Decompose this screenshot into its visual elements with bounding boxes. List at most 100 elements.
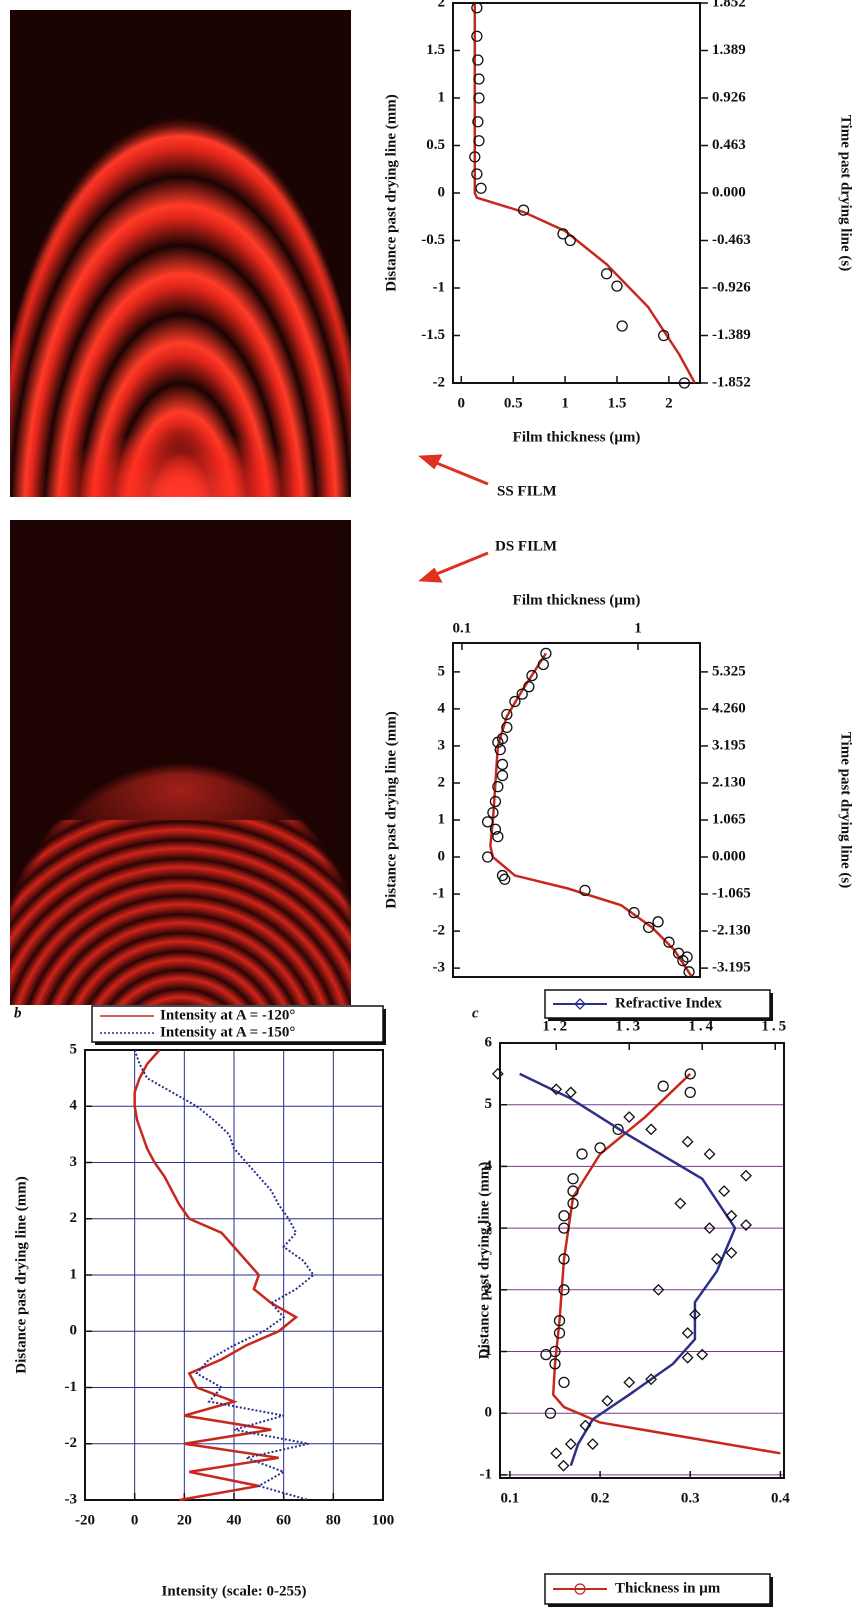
marker	[492, 831, 504, 843]
marker	[492, 736, 504, 748]
y-tick-label: 1	[438, 89, 446, 105]
marker	[740, 1169, 752, 1182]
annotation: DS FILM	[495, 538, 557, 554]
y-tick-label: 2	[70, 1210, 78, 1226]
x-tick-label: 0.3	[681, 1490, 700, 1506]
data-line	[473, 3, 696, 384]
marker	[579, 1419, 592, 1432]
marker	[579, 884, 591, 897]
y-tick-label: -2	[65, 1435, 78, 1451]
y2-tick-label: -1.852	[712, 374, 751, 390]
marker	[681, 1327, 694, 1339]
marker	[537, 658, 549, 671]
marker	[657, 1080, 669, 1092]
marker	[553, 1327, 566, 1339]
marker	[658, 329, 670, 342]
marker	[645, 1123, 658, 1136]
y-tick-label: 4	[70, 1098, 78, 1114]
marker	[472, 116, 484, 128]
panel-label: b	[14, 1005, 22, 1021]
y-tick-label: 6	[485, 1034, 493, 1050]
marker	[557, 228, 569, 240]
x-tick-label: 40	[227, 1512, 242, 1528]
y-tick-label: 4	[438, 700, 446, 716]
marker	[718, 1185, 731, 1198]
y-tick-label: 0	[485, 1405, 493, 1421]
marker	[540, 647, 552, 660]
y-axis-title: Distance past drying line (mm)	[476, 1162, 492, 1360]
y2-tick-label: 4.260	[712, 700, 746, 716]
y-tick-label: 0	[438, 184, 446, 200]
marker	[558, 1376, 570, 1389]
marker	[517, 204, 530, 216]
y2-tick-label: 1.065	[712, 811, 746, 827]
x-tick-label: 0.1	[453, 620, 472, 636]
x2-tick-label: 1.4	[688, 1018, 716, 1034]
x-tick-label: 0	[458, 395, 466, 411]
x-tick-label: 0.2	[591, 1490, 610, 1506]
marker	[501, 708, 513, 721]
marker	[652, 916, 664, 928]
x-tick-label: 80	[326, 1512, 341, 1528]
marker	[544, 1407, 557, 1419]
legend-label: Thickness in μm	[615, 1580, 721, 1596]
y2-tick-label: 0.463	[712, 137, 746, 153]
marker	[645, 1373, 658, 1386]
y-tick-label: -1.5	[421, 327, 445, 343]
y2-tick-label: -3.195	[712, 960, 751, 976]
marker	[509, 695, 521, 708]
annotation: SS FILM	[497, 483, 557, 499]
legend-label: Intensity at A = -150°	[160, 1024, 295, 1040]
x-tick-label: 1.5	[608, 395, 627, 411]
marker	[473, 73, 485, 85]
y-tick-label: 3	[438, 737, 446, 753]
marker	[487, 806, 499, 819]
marker	[489, 823, 502, 835]
data-line	[489, 652, 693, 977]
marker	[550, 1447, 563, 1460]
y-tick-label: -3	[65, 1491, 78, 1507]
y-tick-label: -2	[433, 923, 446, 939]
y-axis-title: Distance past drying line (mm)	[383, 94, 399, 292]
marker	[703, 1148, 716, 1160]
legend-box	[91, 1005, 384, 1043]
y-tick-label: 5	[485, 1096, 493, 1112]
x-tick-label: 0.1	[501, 1490, 520, 1506]
marker	[710, 1253, 723, 1265]
x2-tick-label: 1.2	[542, 1018, 570, 1034]
y2-axis-title: Time past drying line (s)	[838, 115, 854, 271]
marker	[549, 1358, 561, 1370]
marker	[496, 869, 509, 882]
marker	[623, 1376, 636, 1389]
marker	[558, 1284, 570, 1296]
marker	[696, 1348, 709, 1361]
marker	[612, 1123, 624, 1136]
marker	[481, 851, 494, 863]
x-tick-label: 0.4	[771, 1490, 790, 1506]
marker	[492, 781, 504, 793]
marker	[616, 320, 628, 332]
y2-tick-label: 1.852	[712, 0, 746, 10]
y-tick-label: 1.5	[426, 42, 445, 58]
marker	[567, 1185, 579, 1197]
marker	[475, 182, 487, 194]
marker	[540, 1348, 552, 1361]
y-tick-label: 1	[485, 1343, 493, 1359]
y-tick-label: 0	[438, 848, 446, 864]
y2-tick-label: -1.389	[712, 327, 751, 343]
y-tick-label: 0	[70, 1323, 78, 1339]
marker	[600, 268, 613, 280]
x2-tick-label: 1.3	[615, 1018, 643, 1034]
data-line	[133, 1049, 315, 1501]
marker	[677, 955, 689, 967]
marker	[683, 966, 695, 978]
x2-tick-label: 1.5	[761, 1018, 789, 1034]
marker	[550, 1083, 563, 1096]
y-tick-label: 0.5	[426, 137, 445, 153]
marker	[611, 280, 623, 292]
y2-tick-label: -0.463	[712, 232, 751, 248]
marker	[473, 135, 485, 147]
marker	[567, 1173, 579, 1185]
marker	[501, 721, 513, 734]
